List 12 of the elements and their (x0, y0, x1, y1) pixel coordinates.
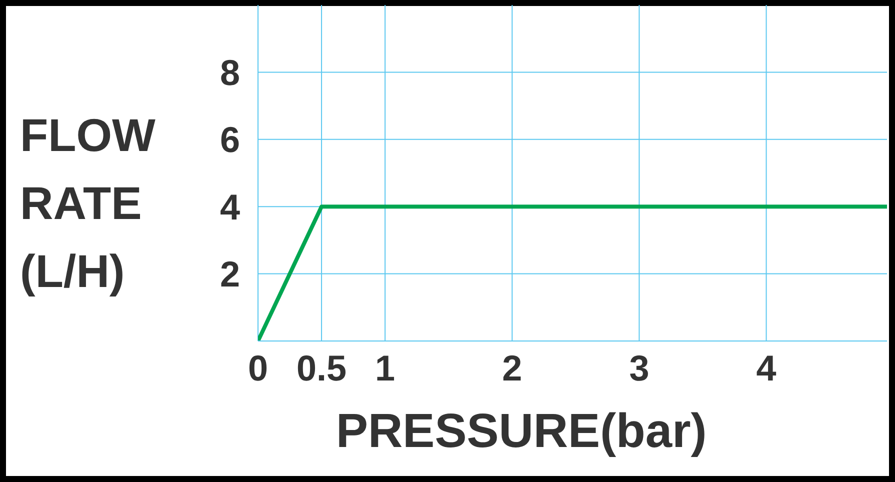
x-tick-label: 0 (248, 348, 268, 389)
y-tick-label: 4 (220, 186, 240, 228)
x-tick-label: 4 (756, 348, 776, 389)
x-tick-label: 0.5 (296, 348, 347, 389)
x-axis-title: PRESSURE(bar) (336, 404, 707, 459)
y-tick-label: 8 (220, 52, 240, 93)
y-tick-label: 2 (220, 254, 240, 295)
x-tick-label: 1 (375, 348, 396, 389)
y-tick-label: 6 (220, 119, 240, 160)
x-tick-label: 3 (629, 348, 650, 389)
y-axis-title: FLOW RATE (L/H) (20, 108, 156, 299)
x-tick-label: 2 (502, 348, 522, 389)
